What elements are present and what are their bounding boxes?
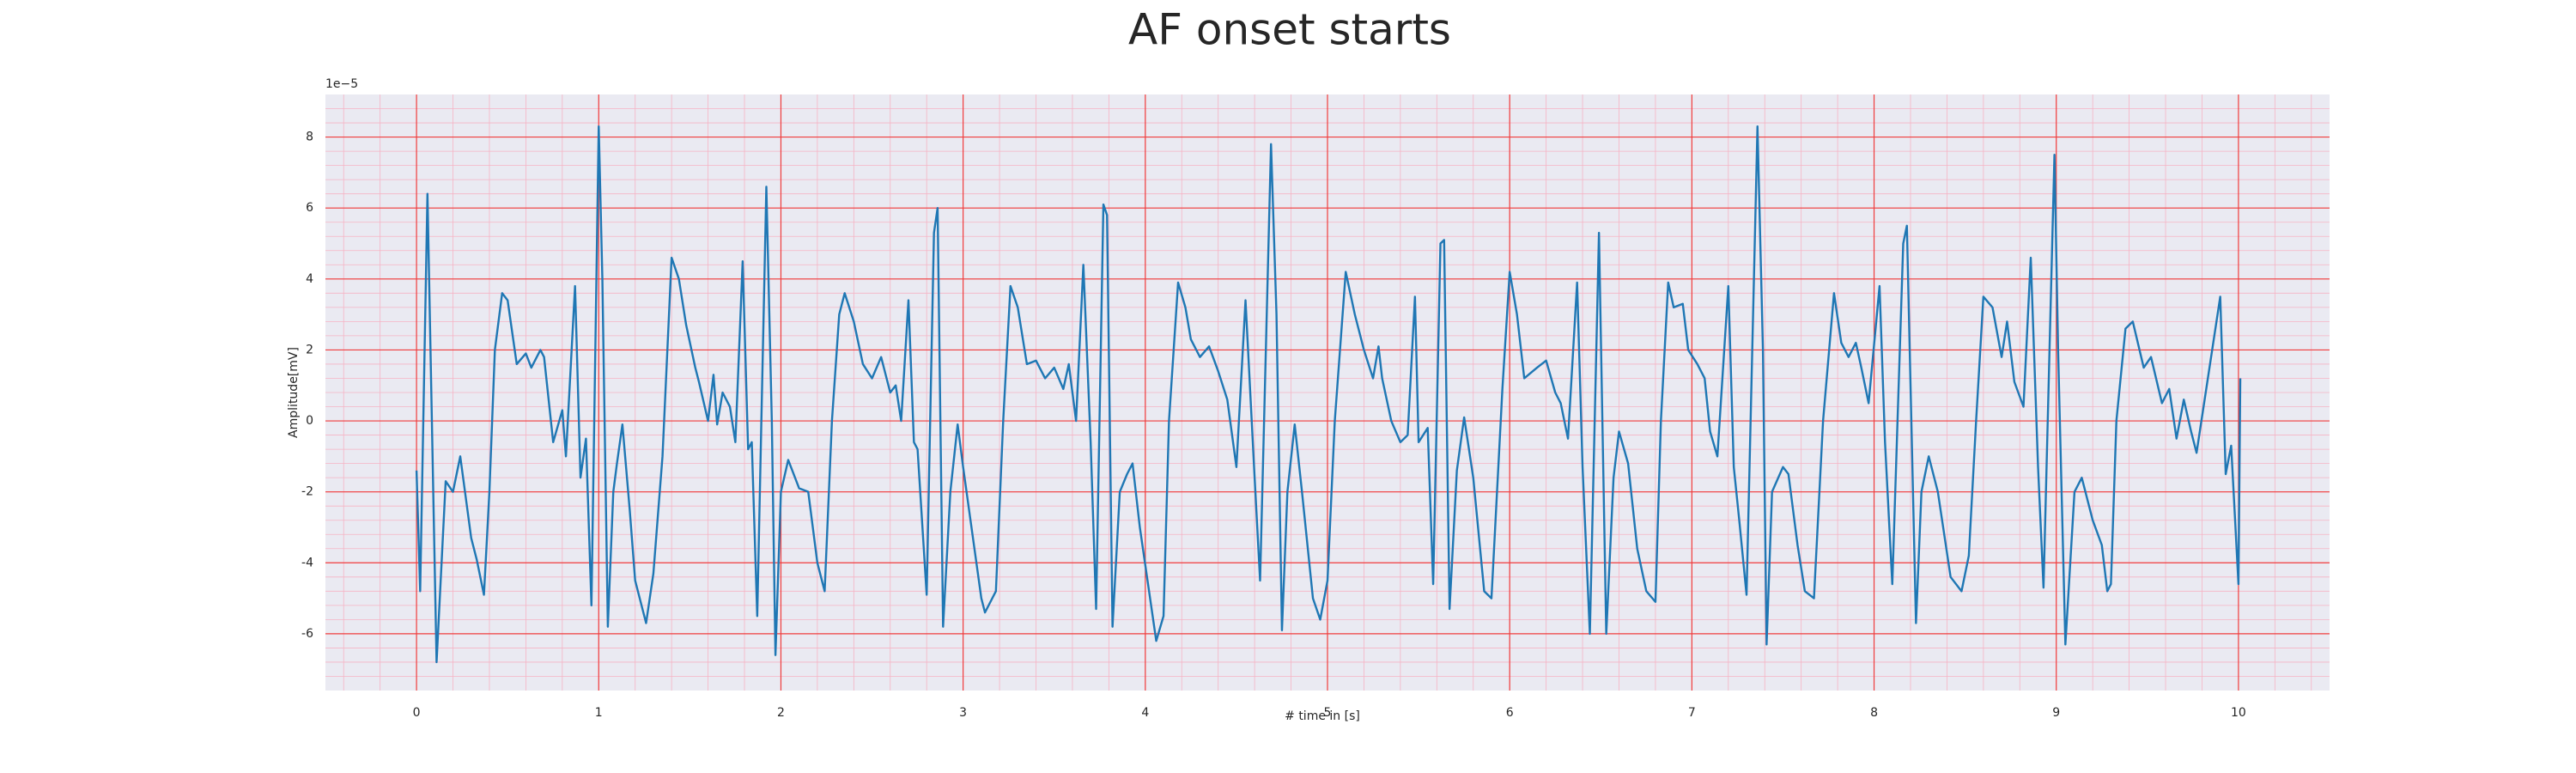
ecg-line	[415, 125, 2242, 664]
x-tick-label: 3	[959, 706, 967, 720]
x-tick-label: 7	[1688, 706, 1696, 720]
y-tick-label: -2	[301, 485, 313, 499]
x-tick-label: 8	[1870, 706, 1878, 720]
y-axis-label: Amplitude[mV]	[287, 347, 301, 438]
x-tick-label: 9	[2052, 706, 2060, 720]
x-tick-label: 2	[777, 706, 785, 720]
x-tick-label: 0	[413, 706, 421, 720]
x-tick-label: 4	[1141, 706, 1149, 720]
x-tick-label: 1	[595, 706, 603, 720]
y-tick-label: 0	[306, 414, 313, 428]
y-tick-label: 4	[306, 272, 313, 286]
y-offset-text: 1e−5	[325, 77, 358, 91]
y-tick-label: 8	[306, 131, 313, 144]
x-tick-label: 6	[1506, 706, 1514, 720]
chart-title: AF onset starts	[1128, 5, 1451, 55]
x-tick-label: 5	[1324, 706, 1332, 720]
x-axis-label: # time in [s]	[1285, 709, 1360, 723]
y-tick-label: -6	[301, 627, 313, 641]
y-tick-label: -4	[301, 556, 313, 569]
y-tick-label: 2	[306, 343, 313, 356]
y-tick-label: 6	[306, 201, 313, 215]
x-tick-label: 10	[2231, 706, 2246, 720]
